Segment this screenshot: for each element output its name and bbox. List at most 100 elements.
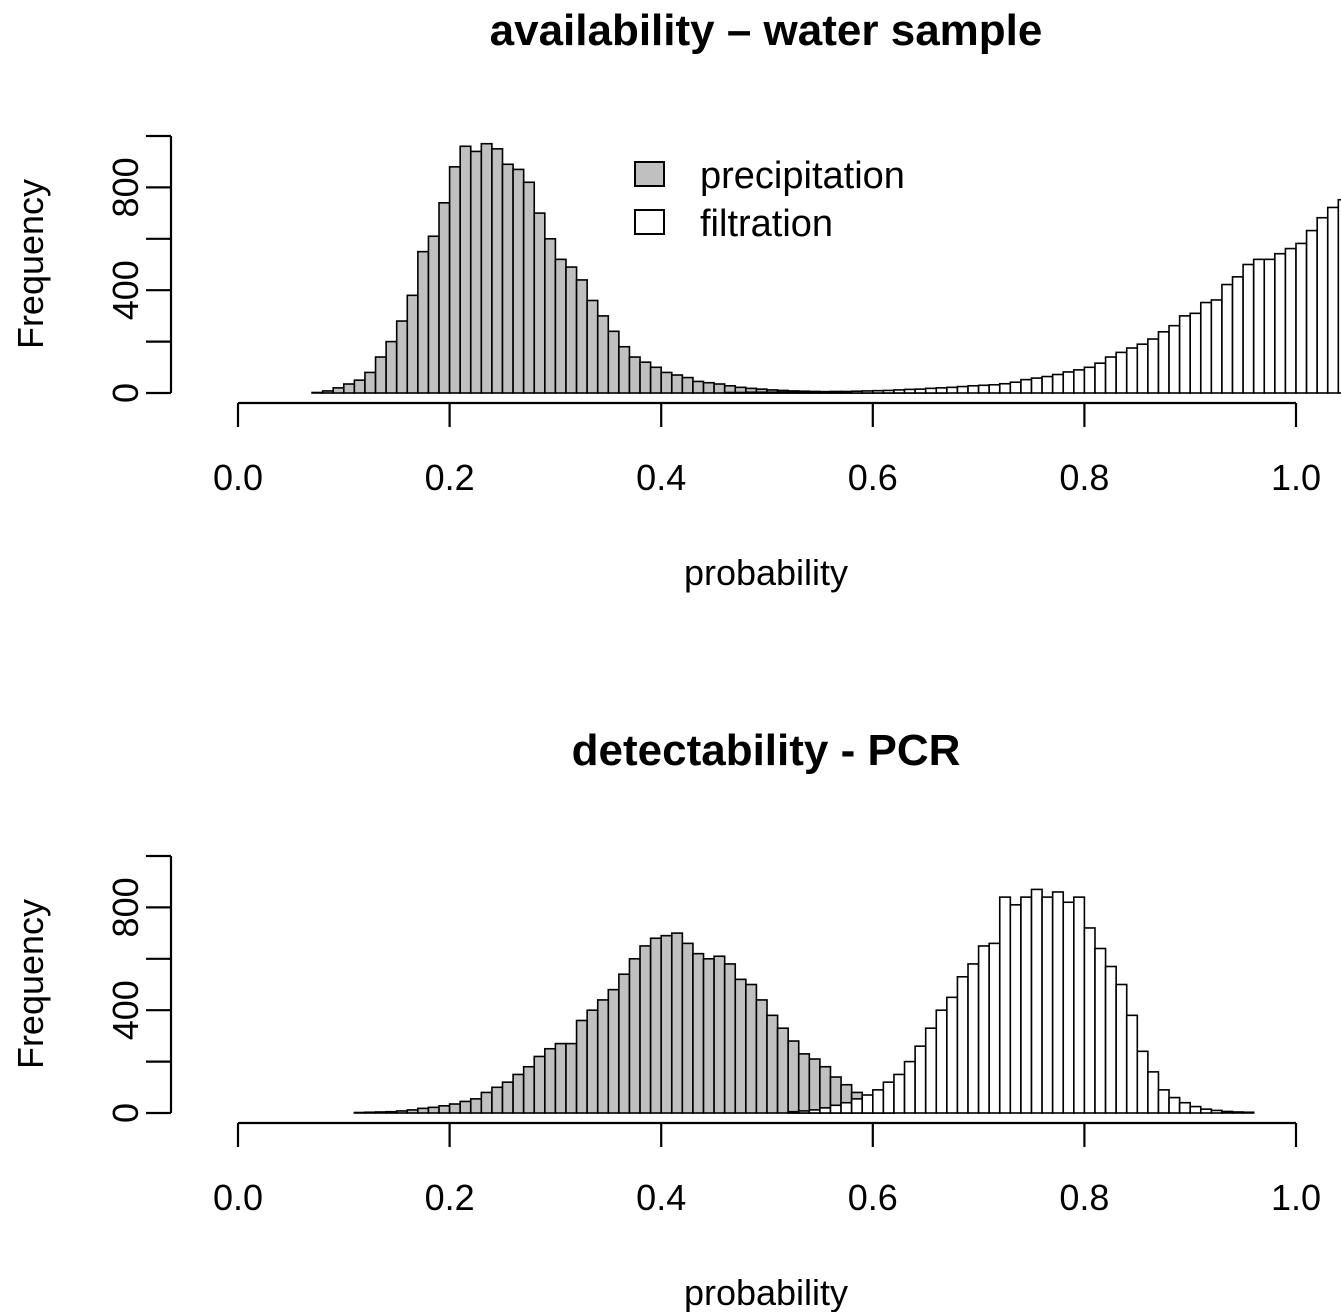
histogram-bar-precipitation bbox=[469, 150, 483, 394]
x-tick-label: 0.0 bbox=[213, 457, 263, 498]
histogram-bar-filtration bbox=[1030, 888, 1043, 1114]
histogram-bar-precipitation bbox=[480, 1091, 493, 1114]
histogram-bar-filtration bbox=[946, 996, 959, 1114]
x-tick-label: 0.8 bbox=[1059, 457, 1109, 498]
chart-title: detectability - PCR bbox=[572, 726, 961, 775]
histogram-bar-precipitation bbox=[565, 266, 578, 394]
histogram-bar-filtration bbox=[1147, 338, 1160, 394]
legend-label-precipitation: precipitation bbox=[700, 155, 905, 197]
histogram-bar-filtration bbox=[1231, 276, 1244, 394]
histogram-bar-filtration bbox=[871, 1089, 885, 1114]
legend-swatch-filtration bbox=[634, 209, 665, 235]
histogram-bar-filtration bbox=[967, 963, 980, 1114]
histogram-bar-precipitation bbox=[702, 381, 715, 394]
histogram-bar-filtration bbox=[766, 391, 779, 394]
histogram-bar-filtration bbox=[1104, 965, 1117, 1114]
histogram-bar-precipitation bbox=[639, 945, 652, 1114]
histogram-bar-precipitation bbox=[723, 963, 737, 1114]
histogram-bar-filtration bbox=[819, 390, 832, 394]
histogram-bar-filtration bbox=[882, 1081, 895, 1114]
histogram-bar-filtration bbox=[988, 942, 1001, 1114]
x-tick-label: 1.0 bbox=[1271, 1177, 1321, 1218]
bars-layer bbox=[353, 888, 1255, 1114]
histogram-bar-precipitation bbox=[586, 299, 599, 394]
histogram-bar-filtration bbox=[1252, 258, 1266, 394]
histogram-bar-filtration bbox=[1051, 891, 1065, 1114]
histogram-bar-filtration bbox=[1274, 252, 1287, 394]
histogram-bar-precipitation bbox=[670, 374, 684, 394]
histogram-bar-filtration bbox=[861, 390, 874, 394]
y-tick-label: 800 bbox=[105, 157, 146, 217]
histogram-bar-precipitation bbox=[797, 1053, 811, 1114]
histogram-bar-filtration bbox=[840, 1101, 853, 1114]
histogram-bar-filtration bbox=[1094, 362, 1107, 394]
histogram-bar-precipitation bbox=[364, 371, 377, 394]
histogram-bar-filtration bbox=[840, 390, 853, 394]
y-axis-label: Frequency bbox=[10, 899, 51, 1069]
histogram-bar-filtration bbox=[808, 1109, 821, 1114]
histogram-bar-precipitation bbox=[639, 361, 652, 394]
histogram-bar-precipitation bbox=[670, 932, 684, 1114]
axes-layer: 0.0 0.2 0.4 0.6 0.8 1.0 0 400 800 bbox=[105, 854, 1321, 1218]
histogram-bar-precipitation bbox=[586, 1009, 599, 1114]
histogram-bar-filtration bbox=[956, 975, 969, 1114]
histogram-bar-filtration bbox=[914, 1045, 927, 1114]
histogram-bar-precipitation bbox=[692, 380, 705, 394]
histogram-bar-precipitation bbox=[438, 202, 451, 394]
histogram-bar-filtration bbox=[903, 1060, 916, 1114]
histogram-bar-precipitation bbox=[353, 1111, 366, 1114]
histogram-bar-filtration bbox=[776, 391, 789, 394]
histogram-bar-filtration bbox=[1337, 198, 1341, 394]
histogram-bar-precipitation bbox=[501, 163, 514, 394]
histogram-bar-filtration bbox=[1231, 1111, 1244, 1114]
histogram-bar-precipitation bbox=[353, 379, 366, 394]
histogram-bar-precipitation bbox=[406, 1109, 419, 1114]
histogram-bar-precipitation bbox=[501, 1081, 514, 1114]
histogram-bar-filtration bbox=[967, 384, 980, 394]
histogram-bar-filtration bbox=[1168, 1096, 1181, 1114]
histogram-bar-precipitation bbox=[628, 957, 641, 1114]
histogram-bar-filtration bbox=[1189, 1105, 1202, 1114]
histogram-bar-precipitation bbox=[342, 383, 356, 394]
histogram-bar-precipitation bbox=[491, 1086, 504, 1114]
histogram-bar-filtration bbox=[893, 1073, 906, 1114]
histogram-bar-precipitation bbox=[575, 1019, 588, 1114]
histogram-bar-precipitation bbox=[787, 1040, 800, 1114]
histogram-bar-precipitation bbox=[660, 371, 673, 394]
histogram-bar-precipitation bbox=[385, 1110, 398, 1114]
x-tick-label: 0.2 bbox=[425, 457, 475, 498]
histogram-bar-filtration bbox=[998, 896, 1012, 1114]
histogram-bar-filtration bbox=[755, 391, 768, 394]
histogram-bar-filtration bbox=[956, 385, 969, 394]
histogram-bar-precipitation bbox=[469, 1098, 483, 1114]
histogram-bar-filtration bbox=[1104, 356, 1117, 394]
histogram-bar-precipitation bbox=[364, 1111, 377, 1114]
histogram-bar-filtration bbox=[1178, 315, 1191, 394]
histogram-bar-filtration bbox=[903, 388, 916, 394]
histogram-bar-filtration bbox=[1009, 904, 1022, 1114]
histogram-bar-filtration bbox=[734, 391, 747, 394]
histogram-bar-precipitation bbox=[311, 391, 324, 394]
histogram-bar-precipitation bbox=[374, 356, 387, 394]
y-tick-label: 0 bbox=[105, 1103, 146, 1123]
histogram-bar-precipitation bbox=[459, 1100, 472, 1114]
histogram-bar-filtration bbox=[787, 1110, 800, 1114]
histogram-bar-filtration bbox=[745, 391, 758, 394]
histogram-bar-precipitation bbox=[438, 1105, 451, 1114]
histogram-bar-precipitation bbox=[649, 937, 662, 1114]
histogram-bar-filtration bbox=[1020, 896, 1033, 1114]
x-axis-label: probability bbox=[684, 552, 848, 593]
histogram-bar-precipitation bbox=[596, 315, 610, 394]
histogram-bar-filtration bbox=[1147, 1071, 1160, 1114]
histogram-bar-precipitation bbox=[417, 1107, 430, 1114]
histogram-bar-precipitation bbox=[480, 142, 493, 394]
histogram-bar-filtration bbox=[829, 390, 842, 394]
histogram-bar-filtration bbox=[946, 386, 959, 394]
histogram-bar-filtration bbox=[1199, 1108, 1213, 1114]
histogram-bar-precipitation bbox=[395, 1110, 409, 1114]
histogram-bar-precipitation bbox=[554, 258, 567, 394]
histogram-bar-precipitation bbox=[544, 1047, 557, 1114]
histogram-bar-precipitation bbox=[681, 942, 694, 1114]
histogram-bar-filtration bbox=[1221, 283, 1234, 394]
